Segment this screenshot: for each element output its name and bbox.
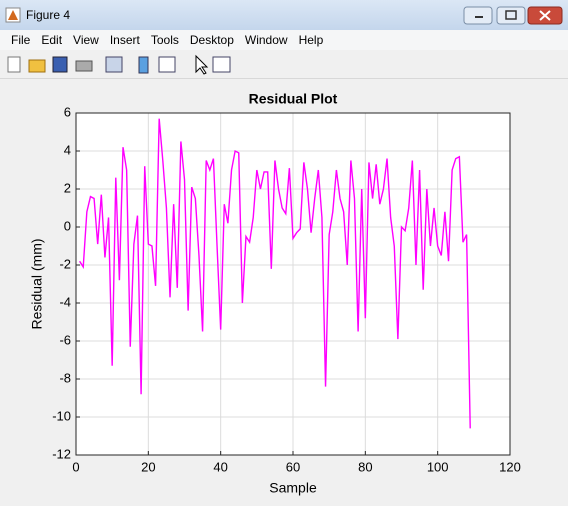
y-tick-label: -4 (59, 294, 71, 309)
maximize-icon (505, 10, 517, 20)
menu-item[interactable]: Window (244, 33, 288, 47)
y-tick-label: -8 (59, 370, 71, 385)
toolbar-icons (7, 54, 231, 75)
menu-item[interactable]: Edit (41, 33, 63, 47)
property-icon[interactable] (212, 56, 231, 73)
y-tick-label: 0 (64, 218, 71, 233)
data-line (79, 118, 471, 429)
y-tick-label: 4 (64, 142, 71, 157)
x-axis-label: Sample (269, 480, 317, 496)
y-axis-label: Residual (mm) (29, 238, 45, 329)
minimize-button[interactable] (463, 6, 493, 25)
maximize-button[interactable] (496, 6, 526, 25)
minimize-icon (475, 16, 483, 18)
x-tick-label: 40 (213, 459, 227, 474)
x-tick-label: 120 (499, 459, 521, 474)
toolbar (0, 52, 568, 79)
figure: Residual Plot Sample Residual (mm) -12 -1… (29, 91, 521, 496)
print-icon[interactable] (75, 60, 93, 72)
title-bar: Figure 4 (0, 0, 568, 30)
y-tick-label: 2 (64, 180, 71, 195)
y-tick-label: -10 (52, 408, 71, 423)
y-tick-label: 6 (64, 104, 71, 119)
save-icon[interactable] (52, 56, 68, 73)
menu-item[interactable]: View (73, 33, 99, 47)
open-icon[interactable] (28, 59, 46, 73)
close-icon (539, 10, 551, 21)
menu-item[interactable]: Help (298, 33, 324, 47)
y-tick-label: -6 (59, 332, 71, 347)
new-icon[interactable] (7, 56, 21, 73)
app-icon-shape (8, 10, 18, 20)
menu-bar: File Edit View Insert Tools Desktop Window Help (0, 30, 568, 50)
menu-item[interactable]: Tools (150, 33, 179, 47)
y-tick-label: -12 (52, 446, 71, 461)
y-tick-label: -2 (59, 256, 71, 271)
window-title: Figure 4 (26, 8, 71, 22)
menu-item[interactable]: Desktop (189, 33, 234, 47)
x-tick-label: 20 (141, 459, 155, 474)
x-tick-label: 0 (72, 459, 79, 474)
colorbar-icon[interactable] (138, 56, 149, 74)
menu-item[interactable]: File (11, 33, 31, 47)
link-icon[interactable] (105, 56, 123, 73)
x-tick-label: 100 (427, 459, 449, 474)
chart-title: Residual Plot (249, 91, 338, 107)
title-decor (5, 6, 563, 25)
menu-item[interactable]: Insert (109, 33, 140, 47)
pointer-icon[interactable] (195, 54, 209, 75)
x-tick-label: 60 (286, 459, 300, 474)
legend-icon[interactable] (158, 56, 176, 73)
x-tick-label: 80 (358, 459, 372, 474)
axes-box (75, 112, 511, 456)
